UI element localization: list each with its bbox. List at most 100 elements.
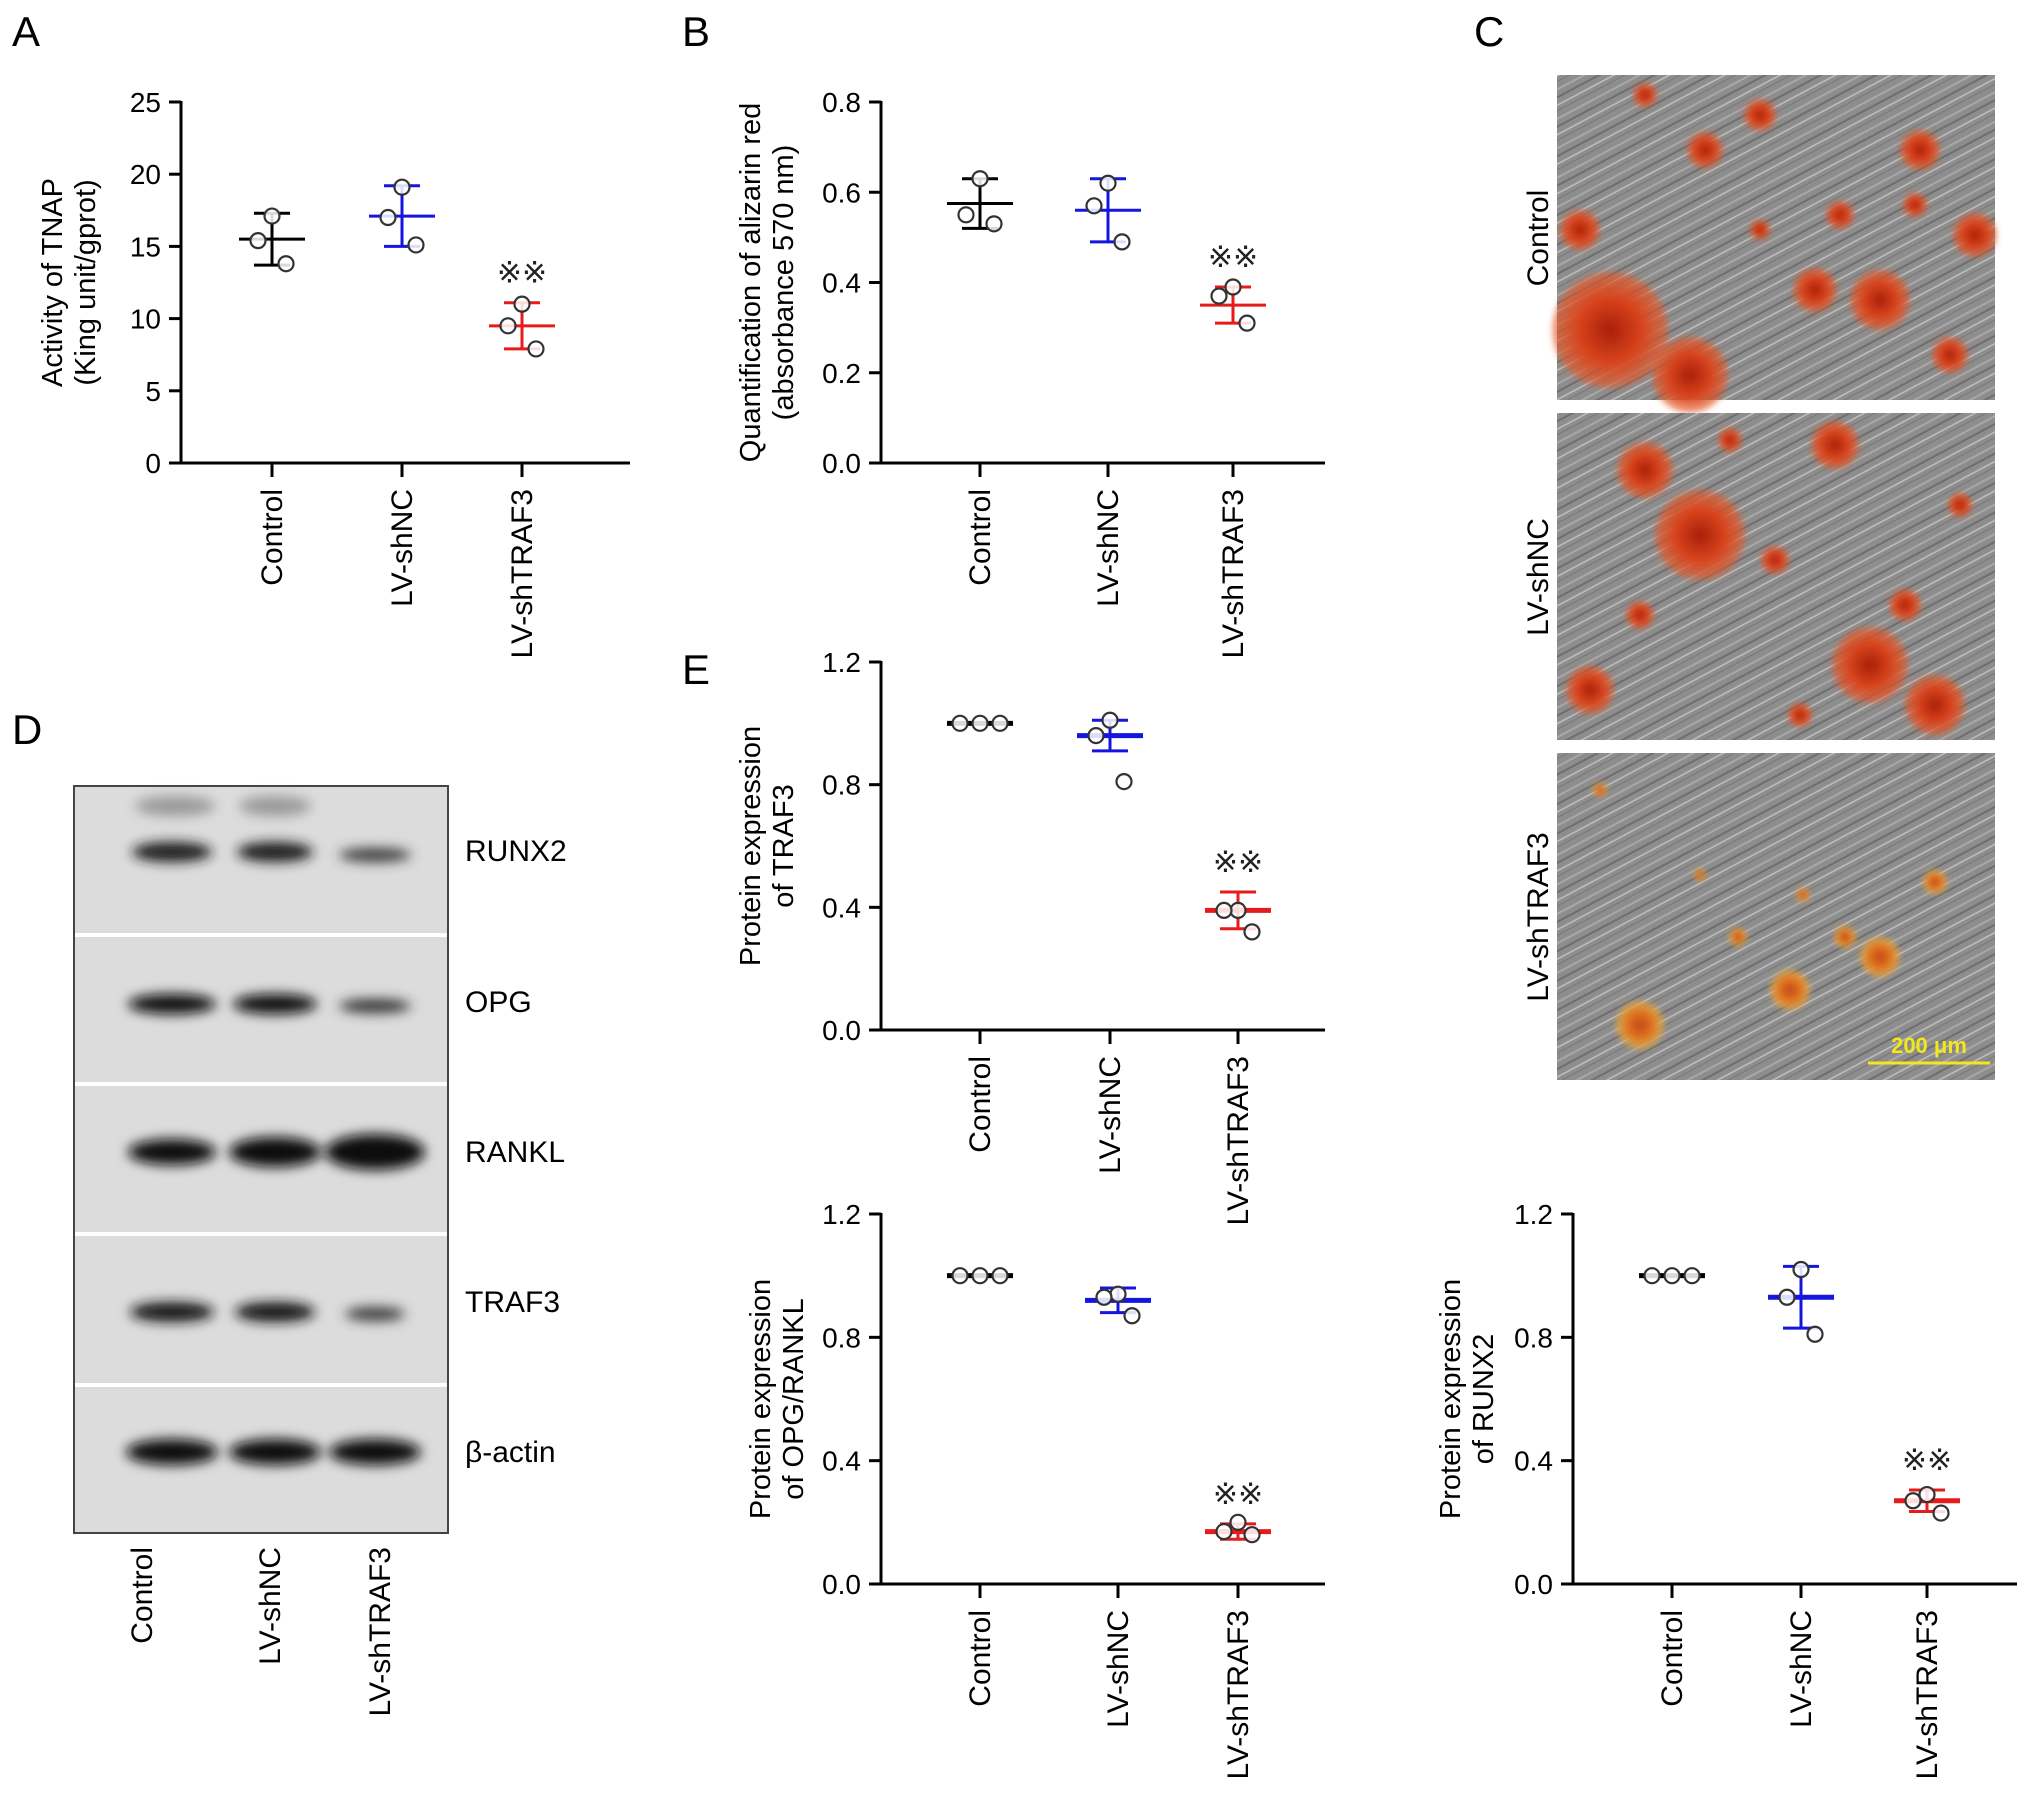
chart-e1-point-lv-shnc — [1101, 711, 1119, 729]
chart-e3-point-lv-shtraf3 — [1932, 1504, 1950, 1522]
blot-band-label-traf3: TRAF3 — [465, 1286, 560, 1319]
western-blot-panel: RUNX2 OPG RANKL TRAF3 β-actin Control LV… — [73, 785, 567, 1717]
chart-e1-significance-mark: ※※ — [1213, 846, 1263, 879]
chart-a-y-tick-label: 20 — [130, 159, 161, 190]
chart-b-significance-mark: ※※ — [1208, 241, 1258, 274]
chart-e2-point-control — [971, 1267, 989, 1285]
band-opg-lv-shtraf3 — [339, 999, 411, 1013]
panel-label-a: A — [12, 8, 40, 55]
chart-e2-significance-mark: ※※ — [1213, 1478, 1263, 1511]
chart-e1-point-lv-shnc — [1115, 772, 1133, 791]
chart-a-point-control — [277, 255, 295, 273]
panel-label-c: C — [1474, 8, 1504, 55]
chart-e3-point-control — [1663, 1267, 1681, 1285]
chart-e3-point-control — [1643, 1267, 1661, 1285]
chart-b-point-lv-shnc — [1113, 233, 1131, 251]
blot-lane-label-control: Control — [126, 1547, 159, 1644]
micrograph-panel: 200 μm Control LV-shNC LV-shTRAF3 — [1522, 75, 1997, 1080]
micrograph-row-label-control: Control — [1522, 190, 1555, 287]
chart-e3-y-tick-label: 0.8 — [1514, 1322, 1553, 1353]
chart-tnap-activity: 0 5 10 15 20 25 Activity of TNAP (King unit/gpr… — [37, 87, 630, 659]
chart-a-point-lv-shtraf3 — [527, 340, 545, 358]
chart-e2-x-tick-label-lv-shnc: LV-shNC — [1102, 1610, 1135, 1728]
chart-e3-point-lv-shnc — [1806, 1325, 1824, 1343]
chart-traf3-expression: 0.0 0.4 0.8 1.2 Protein expression of TRAF3 Co… — [735, 647, 1325, 1226]
chart-e3-y-axis-label: of RUNX2 — [1468, 1334, 1500, 1465]
chart-e1-point-control — [951, 714, 969, 732]
chart-e2-point-lv-shtraf3 — [1229, 1513, 1247, 1531]
chart-b-y-axis-label: Quantification of alizarin red — [735, 103, 767, 462]
chart-b-x-tick-label-control: Control — [964, 489, 997, 586]
chart-e2-point-lv-shnc — [1123, 1307, 1141, 1325]
chart-e2-x-tick-label-control: Control — [964, 1610, 997, 1707]
band-rankl-lv-shtraf3 — [325, 1134, 425, 1170]
panel-label-d: D — [12, 706, 42, 753]
chart-b-point-lv-shtraf3 — [1210, 287, 1228, 305]
chart-a-point-lv-shtraf3 — [499, 317, 517, 335]
chart-a-point-lv-shnc — [379, 208, 397, 227]
panel-label-e: E — [682, 646, 710, 693]
chart-e3-point-control — [1683, 1267, 1701, 1285]
chart-b-point-lv-shtraf3 — [1238, 314, 1256, 332]
chart-e3-point-lv-shtraf3 — [1918, 1485, 1936, 1504]
band-rankl-control — [128, 1139, 216, 1165]
chart-e2-y-axis-label: of OPG/RANKL — [778, 1298, 810, 1499]
band-runx2-lv-shtraf3 — [339, 848, 411, 862]
chart-e1-y-tick-label: 0.8 — [822, 770, 861, 801]
chart-a-point-lv-shnc — [407, 236, 425, 254]
band-beta-actin-control — [126, 1439, 218, 1465]
chart-e2-x-tick-label-lv-shtraf3: LV-shTRAF3 — [1222, 1610, 1255, 1780]
chart-b-point-control — [957, 206, 975, 224]
chart-e2-y-tick-label: 0.0 — [822, 1569, 861, 1600]
panel-label-b: B — [682, 8, 710, 55]
blot-lane-label-lv-shnc: LV-shNC — [254, 1547, 287, 1665]
chart-e1-y-tick-label: 1.2 — [822, 647, 861, 678]
chart-e3-y-axis-label: Protein expression — [1435, 1279, 1467, 1519]
chart-b-x-tick-label-lv-shtraf3: LV-shTRAF3 — [1217, 489, 1250, 659]
chart-e2-point-lv-shtraf3 — [1243, 1526, 1261, 1544]
blot-band-label-runx2: RUNX2 — [465, 835, 567, 868]
band-traf3-lv-shtraf3 — [345, 1307, 405, 1321]
micrograph-lv-shtraf3: 200 μm — [1557, 753, 1995, 1080]
chart-b-point-lv-shnc — [1085, 197, 1103, 215]
chart-a-y-tick-label: 0 — [145, 448, 161, 479]
micrograph-row-label-lv-shtraf3: LV-shTRAF3 — [1522, 832, 1555, 1002]
chart-b-point-lv-shtraf3 — [1224, 278, 1242, 296]
chart-a-point-control — [263, 207, 281, 225]
chart-e3-point-lv-shnc — [1778, 1288, 1796, 1306]
chart-e1-x-tick-label-lv-shtraf3: LV-shTRAF3 — [1222, 1056, 1255, 1226]
band-runx2-control — [132, 842, 212, 862]
band-traf3-control — [130, 1302, 214, 1322]
micrograph-lv-shnc — [1557, 413, 1995, 740]
chart-a-y-axis-label: (King unit/gprot) — [70, 179, 102, 385]
micrograph-control — [1552, 75, 1997, 413]
chart-e1-point-lv-shtraf3 — [1229, 901, 1247, 920]
chart-e2-point-lv-shnc — [1095, 1288, 1113, 1306]
chart-b-x-tick-label-lv-shnc: LV-shNC — [1092, 489, 1125, 607]
micrograph-row-label-lv-shnc: LV-shNC — [1522, 518, 1555, 636]
chart-e2-point-lv-shnc — [1109, 1285, 1127, 1303]
chart-a-y-tick-label: 10 — [130, 304, 161, 335]
chart-b-y-axis-label: (absorbance 570 nm) — [768, 145, 800, 421]
chart-e2-point-control — [951, 1267, 969, 1285]
chart-b-point-control — [971, 170, 989, 188]
chart-e1-y-axis-label: Protein expression — [735, 726, 767, 966]
band-beta-actin-lv-shtraf3 — [329, 1439, 421, 1465]
chart-a-y-tick-label: 5 — [145, 376, 161, 407]
chart-e3-y-tick-label: 1.2 — [1514, 1199, 1553, 1230]
chart-a-x-tick-label-lv-shtraf3: LV-shTRAF3 — [506, 489, 539, 659]
band-opg-control — [128, 994, 216, 1014]
chart-b-y-tick-label: 0.4 — [822, 268, 861, 299]
chart-e1-point-control — [971, 714, 989, 732]
blot-band-label-opg: OPG — [465, 986, 532, 1019]
chart-e2-y-tick-label: 1.2 — [822, 1199, 861, 1230]
chart-e3-x-tick-label-lv-shnc: LV-shNC — [1785, 1610, 1818, 1728]
chart-a-y-tick-label: 25 — [130, 87, 161, 118]
chart-e1-point-lv-shnc — [1087, 726, 1105, 745]
chart-b-y-tick-label: 0.2 — [822, 358, 861, 389]
chart-e3-point-lv-shtraf3 — [1904, 1492, 1922, 1510]
chart-e2-y-tick-label: 0.4 — [822, 1446, 861, 1477]
chart-b-point-control — [985, 215, 1003, 233]
chart-e1-point-lv-shtraf3 — [1215, 901, 1233, 920]
